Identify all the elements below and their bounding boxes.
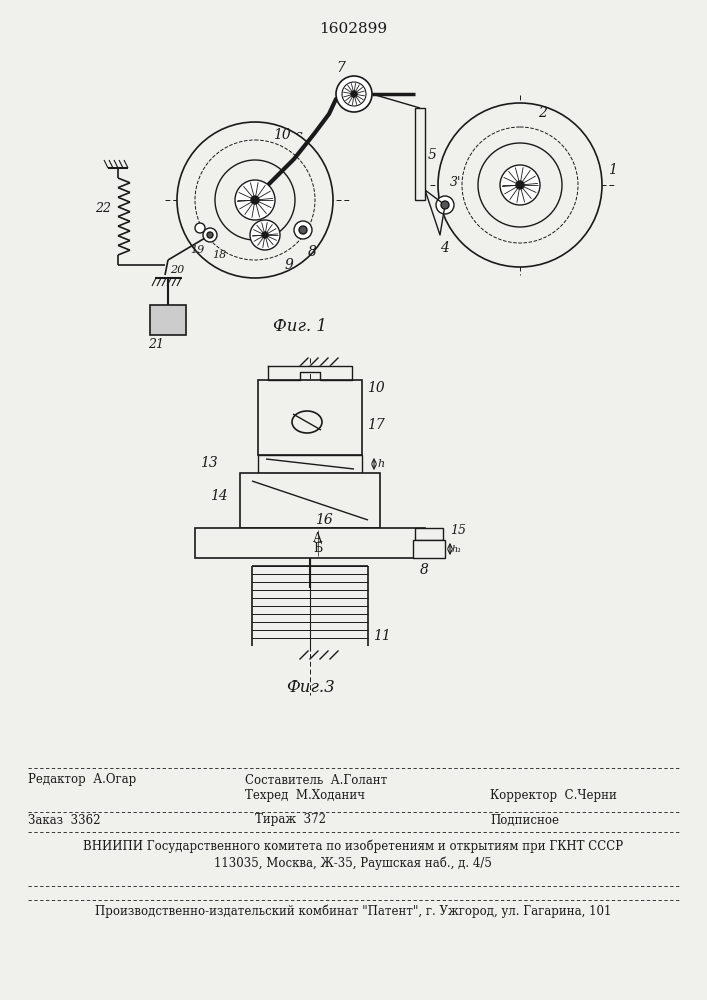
Circle shape xyxy=(207,232,213,238)
Text: 14: 14 xyxy=(210,488,228,502)
Circle shape xyxy=(177,122,333,278)
Text: Фиг. 1: Фиг. 1 xyxy=(273,318,327,335)
Text: 10: 10 xyxy=(367,381,385,395)
Circle shape xyxy=(478,143,562,227)
Text: 18: 18 xyxy=(212,250,226,260)
Text: 21: 21 xyxy=(148,338,164,352)
Text: Корректор  С.Черни: Корректор С.Черни xyxy=(490,790,617,802)
Text: Редактор  А.Огар: Редактор А.Огар xyxy=(28,774,136,786)
Text: 10: 10 xyxy=(273,128,291,142)
Circle shape xyxy=(195,223,205,233)
Text: h: h xyxy=(377,459,384,469)
Text: 2: 2 xyxy=(538,106,547,120)
Polygon shape xyxy=(268,366,352,380)
Circle shape xyxy=(342,82,366,106)
Text: 17: 17 xyxy=(367,418,385,432)
Circle shape xyxy=(351,91,357,97)
Text: А: А xyxy=(313,532,323,544)
Polygon shape xyxy=(425,190,445,235)
Text: 8: 8 xyxy=(308,245,317,259)
Bar xyxy=(415,528,443,540)
Circle shape xyxy=(462,127,578,243)
Text: 19: 19 xyxy=(190,245,204,255)
Text: ВНИИПИ Государственного комитета по изобретениям и открытиям при ГКНТ СССР: ВНИИПИ Государственного комитета по изоб… xyxy=(83,839,623,853)
Text: 20: 20 xyxy=(170,265,185,275)
Circle shape xyxy=(250,220,280,250)
Text: Фиг.3: Фиг.3 xyxy=(286,679,334,696)
Text: 8: 8 xyxy=(420,563,429,577)
Circle shape xyxy=(438,103,602,267)
Text: Составитель  А.Голант: Составитель А.Голант xyxy=(245,774,387,786)
Text: Производственно-издательский комбинат "Патент", г. Ужгород, ул. Гагарина, 101: Производственно-издательский комбинат "П… xyxy=(95,904,611,918)
Bar xyxy=(195,528,425,558)
Ellipse shape xyxy=(292,411,322,433)
Text: Б: Б xyxy=(313,542,322,554)
Text: 6: 6 xyxy=(294,132,303,146)
Text: 9: 9 xyxy=(285,258,294,272)
Circle shape xyxy=(215,160,295,240)
Circle shape xyxy=(251,196,259,204)
Circle shape xyxy=(299,226,307,234)
Text: 1: 1 xyxy=(608,163,617,177)
Text: 22: 22 xyxy=(95,202,111,215)
Circle shape xyxy=(195,140,315,260)
Text: Техред  М.Ходанич: Техред М.Ходанич xyxy=(245,790,365,802)
Bar xyxy=(150,305,186,335)
Circle shape xyxy=(516,181,524,189)
Circle shape xyxy=(294,221,312,239)
Circle shape xyxy=(203,228,217,242)
Bar xyxy=(258,455,362,473)
Bar xyxy=(258,380,362,455)
Circle shape xyxy=(500,165,540,205)
Text: 13: 13 xyxy=(200,456,218,470)
Circle shape xyxy=(336,76,372,112)
Text: h₁: h₁ xyxy=(452,544,462,554)
Circle shape xyxy=(235,180,275,220)
Text: 4: 4 xyxy=(440,241,449,255)
Text: Тираж  372: Тираж 372 xyxy=(255,814,326,826)
Text: 15: 15 xyxy=(450,524,466,536)
Circle shape xyxy=(262,232,268,238)
Bar xyxy=(415,108,425,200)
Circle shape xyxy=(436,196,454,214)
Text: Подписное: Подписное xyxy=(490,814,559,826)
Text: 5: 5 xyxy=(428,148,437,162)
Text: 16: 16 xyxy=(315,513,333,527)
Text: 1602899: 1602899 xyxy=(319,22,387,36)
Circle shape xyxy=(441,201,449,209)
Text: 7: 7 xyxy=(336,61,345,75)
Text: 113035, Москва, Ж-35, Раушская наб., д. 4/5: 113035, Москва, Ж-35, Раушская наб., д. … xyxy=(214,856,492,870)
Bar xyxy=(413,540,445,558)
Bar xyxy=(240,473,380,528)
Text: Заказ  3362: Заказ 3362 xyxy=(28,814,100,826)
Text: 3': 3' xyxy=(450,176,462,190)
Text: 11: 11 xyxy=(373,629,391,643)
